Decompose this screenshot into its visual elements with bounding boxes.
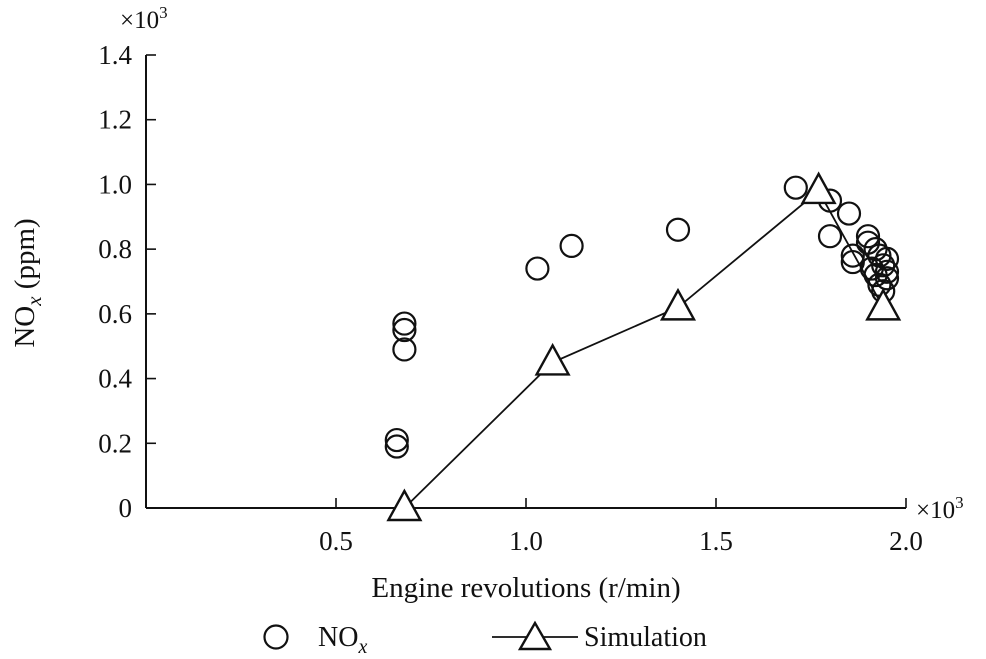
nox-point xyxy=(840,243,865,268)
legend: NOx Simulation xyxy=(263,620,707,658)
y-tick-label: 0.8 xyxy=(98,234,132,264)
nox-point xyxy=(855,224,881,249)
y-tick-label: 0.6 xyxy=(98,299,132,329)
nox-point xyxy=(874,246,900,271)
nox-point xyxy=(384,427,409,453)
y-axis-multiplier: ×103 xyxy=(120,3,168,34)
y-tick-label: 1.0 xyxy=(98,169,132,199)
nox-point xyxy=(836,201,862,226)
nox-point xyxy=(525,256,550,281)
x-axis-multiplier: ×103 xyxy=(916,493,964,524)
simulation-point xyxy=(659,287,697,321)
simulation-point xyxy=(865,287,902,321)
x-tick-label: 0.5 xyxy=(319,526,353,556)
legend-simulation-label: Simulation xyxy=(584,622,707,653)
x-tick-label: 2.0 xyxy=(889,526,923,556)
y-tick-label: 0.2 xyxy=(98,428,132,458)
y-ticks: 0 0.2 0.4 0.6 0.8 1.0 1.2 1.4 xyxy=(98,40,156,523)
nox-point xyxy=(817,224,843,249)
simulation-point xyxy=(386,488,423,522)
nox-point xyxy=(783,175,808,200)
simulation-point xyxy=(800,171,837,205)
nox-point xyxy=(392,311,417,336)
nox-point xyxy=(392,317,417,343)
y-tick-label: 1.2 xyxy=(98,105,132,135)
y-axis-label: NOx (ppm) xyxy=(9,218,46,347)
legend-nox-marker xyxy=(263,624,289,650)
simulation-point xyxy=(534,342,571,376)
legend-nox-label: NOx xyxy=(318,622,367,658)
nox-point xyxy=(665,217,691,242)
x-tick-label: 1.5 xyxy=(699,526,733,556)
nox-point xyxy=(874,266,900,291)
y-tick-label: 1.4 xyxy=(98,40,132,70)
axes xyxy=(145,55,906,509)
x-axis-label: Engine revolutions (r/min) xyxy=(371,572,680,604)
nox-point xyxy=(392,337,417,362)
simulation-line xyxy=(403,189,884,509)
y-tick-label: 0.4 xyxy=(98,364,132,394)
y-tick-label: 0 xyxy=(119,493,133,523)
nox-series xyxy=(384,175,900,459)
nox-point xyxy=(384,434,409,459)
legend-simulation-marker xyxy=(517,620,553,651)
nox-point xyxy=(871,253,896,278)
simulation-series xyxy=(386,171,902,522)
nox-point xyxy=(559,233,584,259)
x-ticks: 0.5 1.0 1.5 2.0 xyxy=(319,498,923,556)
x-tick-label: 1.0 xyxy=(509,526,543,556)
nox-point xyxy=(874,259,900,284)
